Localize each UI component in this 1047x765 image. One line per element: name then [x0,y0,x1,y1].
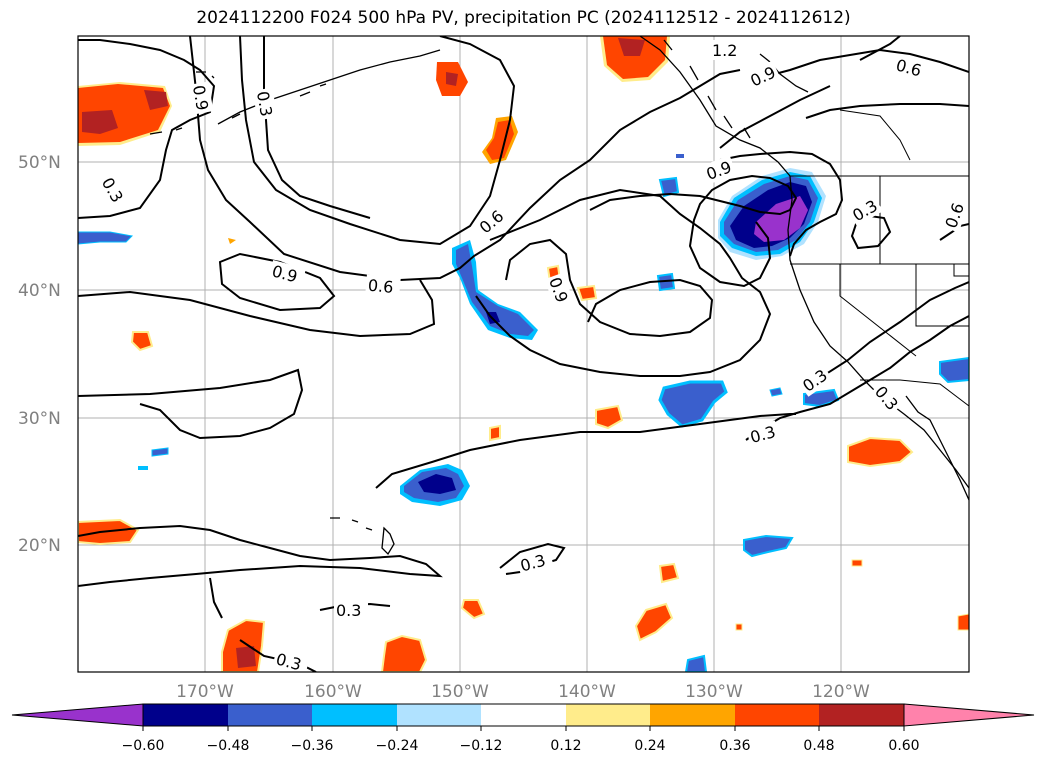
colorbar-tick-label: −0.48 [207,738,250,754]
contour-label: 0.3 [748,422,778,447]
colorbar-segment [312,704,397,726]
longitude-label: 150°W [431,682,489,702]
precip-negative-mid [658,380,728,428]
pv-contours [78,36,969,672]
graticule [78,36,969,672]
latitude-label: 50°N [18,153,61,173]
contour-label: 0.3 [518,551,548,576]
colorbar-extend-low [11,703,144,727]
colorbar-segment [397,704,481,726]
colorbar-tick-label: 0.60 [888,738,919,754]
colorbar-segment [481,704,566,726]
precip-positive-nw [78,82,172,146]
contour-label: 1.2 [712,41,737,60]
colorbar: −0.60 −0.48 −0.36 −0.24 −0.12 0.12 0.24 … [11,703,1035,754]
contour-label: 0.9 [189,84,212,112]
map-frame [77,35,970,673]
colorbar-segment [143,704,228,726]
precip-negative-west [78,231,134,245]
colorbar-tick-label: 0.36 [719,738,750,754]
longitude-label: 120°W [812,682,870,702]
latitude-label: 30°N [18,409,61,429]
colorbar-tick-label: −0.24 [376,738,419,754]
precip-positive-top [436,36,670,164]
colorbar-extend-high [903,703,1035,727]
latitude-labels: 50°N 40°N 30°N 20°N [18,153,61,556]
colorbar-tick-label: 0.48 [803,738,834,754]
contour-label: 0.3 [274,649,304,674]
longitude-label: 170°W [176,682,234,702]
precip-negative-south [400,464,470,506]
borders [790,109,969,407]
contour-label-group: 1.2 0.9 0.6 0.9 0.3 0.3 0.3 0.9 0.9 0.6 … [96,40,969,674]
colorbar-tick-label: −0.36 [291,738,334,754]
colorbar-segment [228,704,312,726]
precipitation-field [78,36,969,672]
contour-label: 0.9 [270,261,300,286]
colorbar-segment [735,704,819,726]
contour-label: 0.6 [367,276,394,297]
colorbar-segment [566,704,650,726]
precip-positive-se [847,436,914,468]
contour-label: 0.6 [894,55,924,80]
longitude-labels: 170°W 160°W 150°W 140°W 130°W 120°W [176,682,870,702]
contour-label: 0.3 [253,90,276,118]
colorbar-segment [650,704,735,726]
longitude-label: 140°W [558,682,616,702]
colorbar-tick-label: −0.60 [122,738,165,754]
contour-label: 0.3 [336,601,361,620]
latitude-label: 40°N [18,281,61,301]
map-title: 2024112200 F024 500 hPa PV, precipitatio… [196,8,851,28]
latitude-label: 20°N [18,536,61,556]
colorbar-tick-label: 0.12 [550,738,581,754]
longitude-label: 160°W [304,682,362,702]
colorbar-tick-label: 0.24 [634,738,665,754]
longitude-label: 130°W [685,682,743,702]
colorbar-segment [819,704,904,726]
colorbar-tick-label: −0.12 [460,738,503,754]
